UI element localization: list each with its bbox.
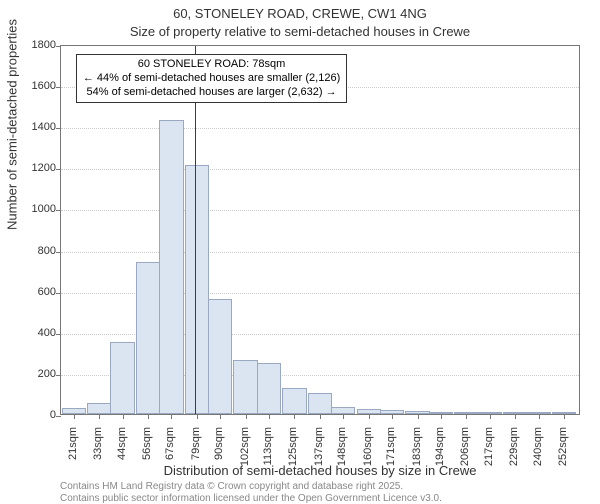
histogram-bar [87, 403, 111, 414]
chart-container: 60, STONELEY ROAD, CREWE, CW1 4NG Size o… [0, 0, 600, 500]
annotation-box: 60 STONELEY ROAD: 78sqm← 44% of semi-det… [76, 54, 347, 103]
y-tick-label: 400 [6, 327, 56, 339]
x-tick-mark [320, 414, 321, 419]
x-tick-mark [539, 414, 540, 419]
y-tick-label: 600 [6, 286, 56, 298]
histogram-bar [208, 299, 232, 414]
chart-title-line2: Size of property relative to semi-detach… [0, 24, 600, 39]
x-tick-mark [269, 414, 270, 419]
x-tick-mark [246, 414, 247, 419]
y-tick-mark [56, 87, 61, 88]
histogram-bar [282, 388, 306, 414]
plot-area: 60 STONELEY ROAD: 78sqm← 44% of semi-det… [60, 45, 580, 415]
x-axis-title: Distribution of semi-detached houses by … [60, 463, 580, 478]
footer-line1: Contains HM Land Registry data © Crown c… [60, 481, 403, 492]
x-tick-mark [197, 414, 198, 419]
x-tick-mark [466, 414, 467, 419]
x-tick-mark [99, 414, 100, 419]
histogram-bar [257, 363, 281, 414]
x-tick-mark [564, 414, 565, 419]
x-tick-mark [123, 414, 124, 419]
x-tick-mark [294, 414, 295, 419]
x-tick-mark [148, 414, 149, 419]
y-tick-mark [56, 416, 61, 417]
histogram-bar [331, 407, 355, 414]
footer-line2: Contains public sector information licen… [60, 493, 442, 504]
x-tick-mark [515, 414, 516, 419]
chart-title-line1: 60, STONELEY ROAD, CREWE, CW1 4NG [0, 6, 600, 21]
y-tick-mark [56, 375, 61, 376]
y-tick-mark [56, 128, 61, 129]
y-tick-label: 800 [6, 245, 56, 257]
x-tick-mark [418, 414, 419, 419]
x-tick-mark [441, 414, 442, 419]
y-tick-mark [56, 334, 61, 335]
grid-line [61, 210, 579, 211]
x-tick-mark [220, 414, 221, 419]
y-tick-label: 200 [6, 368, 56, 380]
y-tick-mark [56, 169, 61, 170]
y-tick-label: 1000 [6, 203, 56, 215]
y-tick-mark [56, 252, 61, 253]
histogram-bar [159, 120, 183, 414]
annotation-line1: 60 STONELEY ROAD: 78sqm [83, 58, 340, 72]
histogram-bar [185, 165, 209, 414]
y-tick-mark [56, 210, 61, 211]
histogram-bar [308, 393, 332, 414]
y-tick-label: 1200 [6, 162, 56, 174]
x-tick-mark [171, 414, 172, 419]
x-tick-mark [369, 414, 370, 419]
histogram-bar [110, 342, 134, 414]
y-tick-label: 1800 [6, 39, 56, 51]
grid-line [61, 128, 579, 129]
grid-line [61, 169, 579, 170]
annotation-line2: ← 44% of semi-detached houses are smalle… [83, 72, 340, 86]
y-tick-label: 1600 [6, 80, 56, 92]
grid-line [61, 252, 579, 253]
histogram-bar [233, 360, 257, 414]
annotation-line3: 54% of semi-detached houses are larger (… [83, 86, 340, 100]
x-tick-mark [343, 414, 344, 419]
histogram-bar [136, 262, 160, 414]
y-tick-label: 1400 [6, 121, 56, 133]
y-tick-mark [56, 46, 61, 47]
x-tick-mark [74, 414, 75, 419]
x-tick-mark [490, 414, 491, 419]
y-tick-label: 0 [6, 409, 56, 421]
x-tick-mark [392, 414, 393, 419]
y-tick-mark [56, 293, 61, 294]
